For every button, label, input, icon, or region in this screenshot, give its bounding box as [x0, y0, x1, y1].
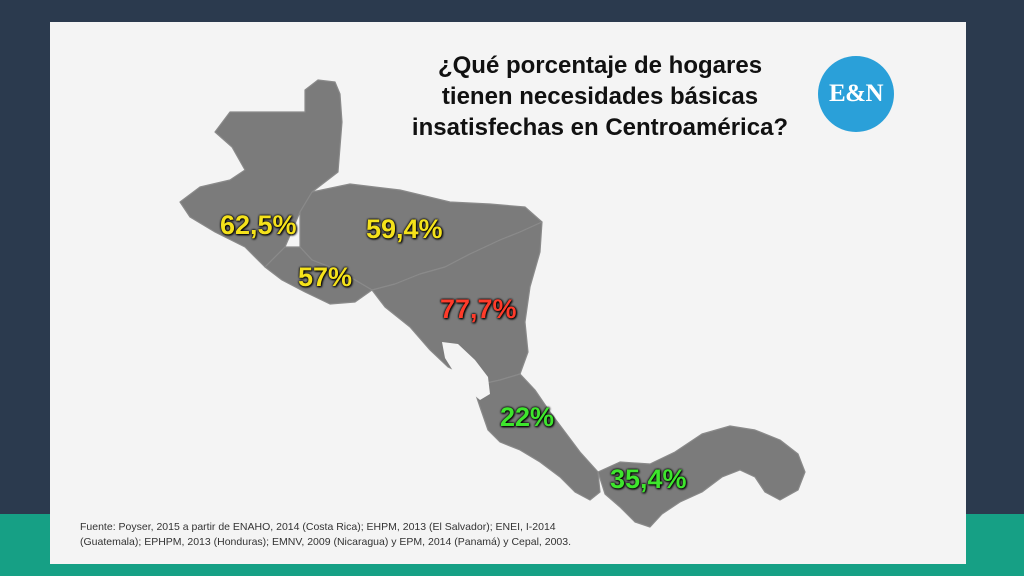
source-footnote: Fuente: Poyser, 2015 a partir de ENAHO, …: [80, 520, 640, 550]
el-salvador-shape: [264, 246, 373, 305]
infographic-card: ¿Qué porcentaje de hogares tienen necesi…: [50, 22, 966, 564]
title-line: ¿Qué porcentaje de hogares: [437, 52, 763, 79]
label-nicaragua: 77,7%: [440, 294, 517, 324]
page-title: ¿Qué porcentaje de hogares tienen necesi…: [380, 50, 820, 143]
costa-rica-shape: [469, 373, 601, 501]
nicaragua-shape: [371, 221, 543, 385]
footnote-line: Fuente: Poyser, 2015 a partir de ENAHO, …: [80, 521, 556, 533]
footnote-line: (Guatemala); EPHPM, 2013 (Honduras); EMN…: [80, 536, 572, 548]
label-panama: 35,4%: [610, 464, 687, 494]
central-america-map: [179, 79, 806, 528]
panama-shape: [597, 425, 806, 528]
label-el-salvador: 57%: [298, 262, 353, 292]
title-line: tienen necesidades básicas: [441, 83, 759, 110]
label-guatemala: 62,5%: [220, 210, 297, 240]
lake-nicaragua: [442, 342, 490, 400]
label-costa-rica: 22%: [500, 402, 555, 432]
en-logo: E&N: [818, 56, 894, 132]
title-line: insatisfechas en Centroamérica?: [411, 114, 789, 141]
label-honduras: 59,4%: [366, 214, 443, 244]
